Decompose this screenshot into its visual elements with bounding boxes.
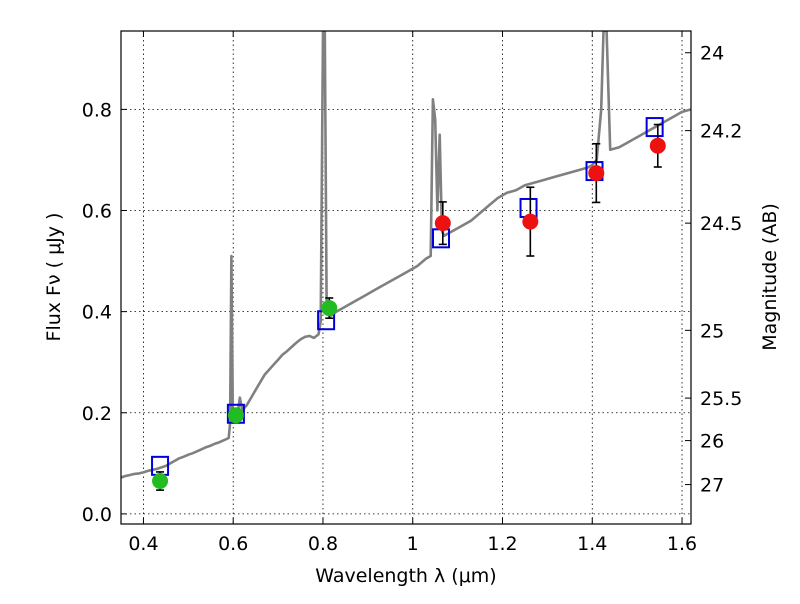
x-tick-label: 0.6 [218, 533, 248, 555]
plot-frame [120, 30, 692, 525]
observed-point-red [522, 213, 539, 230]
x-tick-label: 0.8 [308, 533, 338, 555]
mag-tick-label: 25 [700, 320, 724, 342]
x-tick-label: 1.6 [667, 533, 697, 555]
spectrum-line [121, 31, 691, 479]
x-axis-label: Wavelength λ (μm) [315, 565, 496, 587]
y2-axis-label: Magnitude (AB) [759, 203, 781, 351]
mag-tick-label: 25.5 [700, 388, 742, 410]
y-tick-label: 0.0 [82, 504, 112, 526]
x-tick-label: 1.2 [487, 533, 517, 555]
plot-data [121, 31, 691, 491]
observed-point-red [649, 137, 666, 154]
mag-tick-label: 26 [700, 431, 724, 453]
observed-point-red [434, 215, 451, 232]
observed-point-green [321, 300, 338, 317]
observed-point-red [588, 165, 605, 182]
observed-point-green [227, 407, 244, 424]
y-tick-label: 0.6 [82, 201, 112, 223]
y-axis-label: Flux Fν ( μJy ) [43, 213, 65, 342]
axis-ticks: 0.4 0.6 0.8 1 1.2 1.4 1.6 0.0 0.2 0.4 0.6 0.8 24 24.2… [82, 31, 742, 555]
mag-tick-label: 24.5 [700, 213, 742, 235]
y-tick-label: 0.4 [82, 302, 112, 324]
x-tick-label: 1.4 [577, 533, 607, 555]
x-tick-label: 0.4 [128, 533, 158, 555]
x-tick-label: 1 [407, 533, 419, 555]
observed-point-green [152, 473, 169, 490]
y-tick-label: 0.2 [82, 403, 112, 425]
y-tick-label: 0.8 [82, 99, 112, 121]
mag-tick-label: 27 [700, 475, 724, 497]
model-point-box [645, 117, 664, 138]
plot-background [121, 31, 691, 524]
mag-tick-label: 24.2 [700, 121, 742, 143]
mag-tick-label: 24 [700, 43, 724, 65]
